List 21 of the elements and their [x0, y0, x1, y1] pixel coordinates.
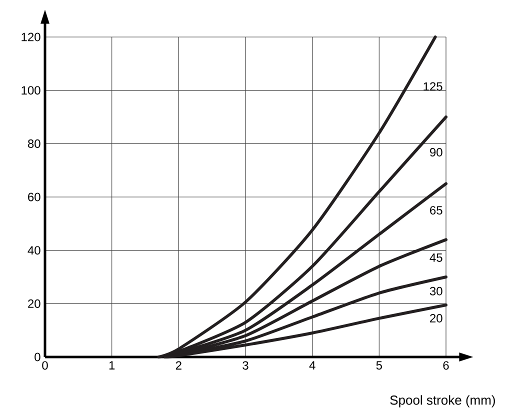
- series-label: 125: [424, 82, 442, 91]
- y-tick-label: 20: [28, 299, 40, 308]
- series-label: 65: [430, 206, 442, 215]
- series-label: 20: [430, 314, 442, 322]
- y-tick-label: 40: [28, 246, 40, 255]
- series-label: 90: [430, 148, 442, 156]
- x-axis-title: Spool stroke (mm): [390, 395, 495, 408]
- y-tick-label: 80: [28, 139, 40, 148]
- series-label: 45: [430, 253, 442, 262]
- x-tick-label: 6: [443, 361, 449, 370]
- x-tick-label: 5: [376, 361, 382, 370]
- x-tick-label: 3: [242, 361, 248, 370]
- x-tick-label: 2: [176, 361, 182, 370]
- y-tick-label: 0: [34, 352, 40, 362]
- series-label: 30: [430, 286, 442, 296]
- y-tick-label: 120: [22, 32, 40, 42]
- x-tick-label: 0: [42, 361, 48, 370]
- y-tick-label: 100: [22, 86, 40, 95]
- x-tick-label: 1: [109, 361, 115, 370]
- x-tick-label: 4: [309, 361, 316, 370]
- y-tick-label: 60: [28, 192, 40, 202]
